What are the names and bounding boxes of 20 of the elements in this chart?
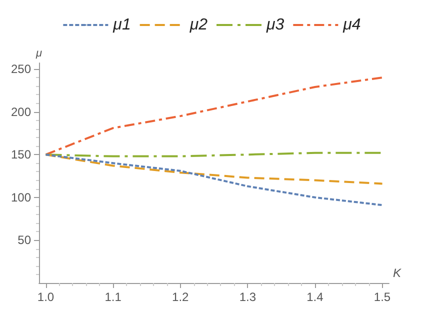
x-tick-label: 1.0 <box>37 290 54 304</box>
y-tick-label: 50 <box>18 233 32 248</box>
line-series <box>44 76 384 156</box>
x-tick-label: 1.5 <box>374 290 391 304</box>
legend-label: μ4 <box>342 16 361 34</box>
line-series <box>44 154 384 206</box>
y-tick-label: 150 <box>10 148 32 162</box>
y-axis-title: μ <box>35 48 42 60</box>
x-tick-label: 1.4 <box>306 290 324 304</box>
x-tick-label: 1.2 <box>172 290 190 304</box>
x-tick-label: 1.3 <box>239 290 256 304</box>
y-tick-label: 100 <box>10 190 32 204</box>
y-tick-label: 250 <box>10 62 32 76</box>
legend-label: μ1 <box>112 16 131 34</box>
legend-label: μ2 <box>188 16 208 34</box>
x-axis-title: K <box>393 266 402 280</box>
y-tick-label: 200 <box>10 104 32 119</box>
legend-label: μ3 <box>266 16 284 34</box>
x-tick-label: 1.1 <box>104 290 122 304</box>
line-series <box>44 154 384 185</box>
